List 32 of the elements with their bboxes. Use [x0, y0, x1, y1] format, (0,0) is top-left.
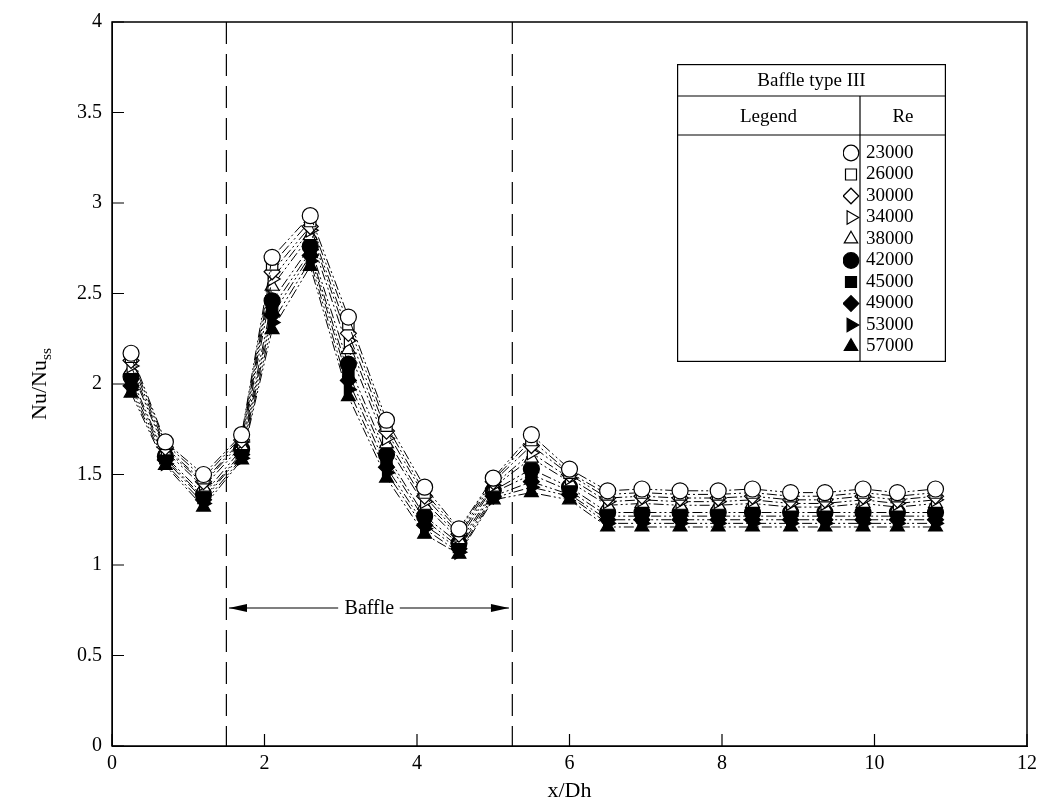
legend-label: 57000 [866, 334, 914, 356]
y-tick-label: 2 [92, 371, 102, 394]
legend-title: Baffle type III [756, 69, 867, 91]
legend-label: 26000 [866, 162, 914, 184]
annotation: Legend [739, 104, 798, 127]
y-tick-label: 0 [92, 733, 102, 756]
x-tick-label: 12 [1017, 751, 1037, 774]
y-tick-label: 1 [92, 552, 102, 575]
annotation: Re [891, 104, 915, 127]
legend-label: 49000 [866, 291, 914, 313]
y-tick-label: 0.5 [77, 642, 102, 665]
legend-label: 34000 [866, 205, 914, 227]
x-axis-title: x/Dh [547, 776, 592, 802]
legend-label: 30000 [866, 183, 914, 205]
legend-label: 38000 [866, 226, 914, 248]
x-tick-label: 4 [412, 751, 422, 774]
y-tick-label: 3.5 [77, 99, 102, 122]
legend-label: 23000 [866, 140, 914, 162]
y-tick-label: 2.5 [77, 280, 102, 303]
x-tick-label: 2 [259, 751, 270, 774]
y-tick-label: 1.5 [77, 461, 102, 484]
annotation: Baffle [344, 595, 395, 618]
x-tick-label: 8 [717, 751, 727, 774]
x-tick-label: 10 [864, 751, 885, 774]
x-tick-label: 0 [107, 751, 117, 774]
legend-label: 42000 [866, 248, 914, 270]
x-tick-label: 6 [564, 751, 575, 774]
y-axis-title: Nu/Nuss [25, 348, 54, 420]
legend-label: 45000 [866, 269, 914, 291]
legend-label: 53000 [866, 312, 914, 334]
y-tick-label: 3 [92, 190, 102, 213]
y-tick-label: 4 [92, 9, 102, 32]
